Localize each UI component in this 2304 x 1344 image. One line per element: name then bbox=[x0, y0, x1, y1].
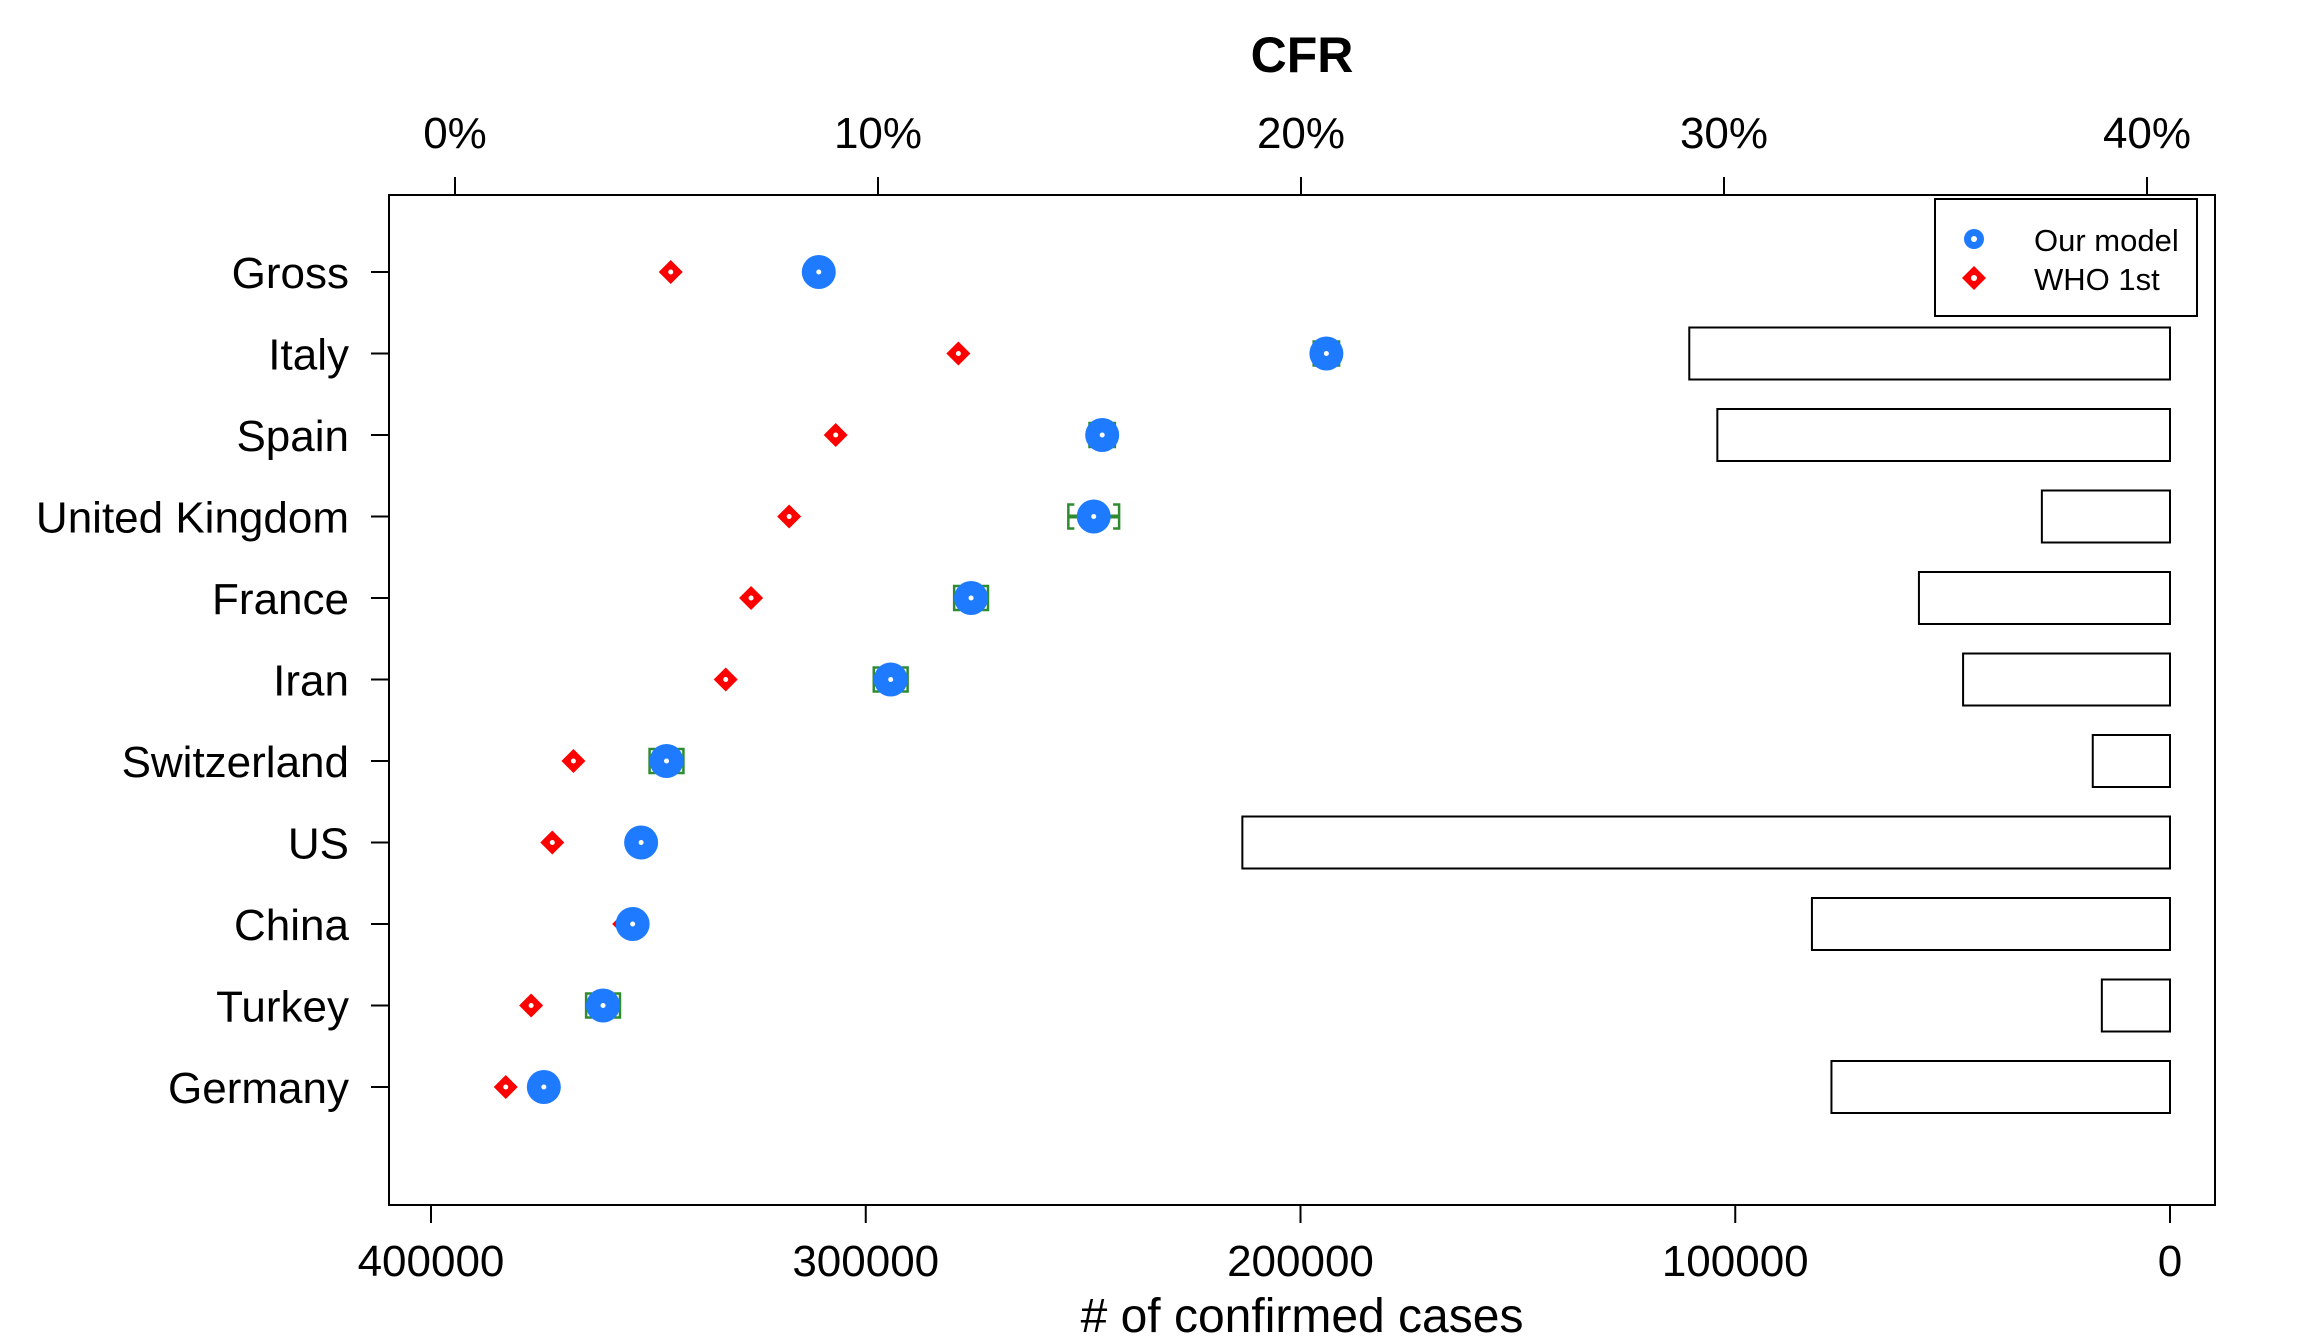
point-our-model-center-switzerland bbox=[664, 758, 669, 764]
bottom-tick-label-400000: 400000 bbox=[358, 1237, 505, 1286]
top-axis: 0% 10% 20% 30% 40% bbox=[423, 109, 2191, 195]
data-points bbox=[493, 255, 1344, 1104]
bar-france bbox=[1917, 571, 2172, 625]
category-label-china: China bbox=[234, 901, 349, 950]
category-label-gross: Gross bbox=[232, 249, 349, 298]
bar-us bbox=[1241, 815, 2171, 870]
top-tick-label-0: 0% bbox=[423, 109, 487, 158]
category-label-spain: Spain bbox=[236, 412, 349, 461]
legend-box bbox=[1934, 198, 2198, 317]
bar-spain bbox=[1716, 408, 2172, 462]
point-who-1st-center-united-kingdom bbox=[786, 514, 792, 519]
top-tick-label-40: 40% bbox=[2103, 109, 2191, 158]
y-axis: Gross Italy Spain United Kingdom France Iran S… bbox=[36, 249, 389, 1113]
point-who-1st-center-germany bbox=[503, 1084, 509, 1090]
top-tick-label-10: 10% bbox=[834, 109, 922, 158]
point-who-1st-center-italy bbox=[955, 351, 961, 356]
top-tick-label-20: 20% bbox=[1257, 109, 1345, 158]
top-tick-label-30: 30% bbox=[1680, 109, 1768, 158]
bar-china bbox=[1810, 897, 2171, 951]
point-who-1st-center-switzerland bbox=[570, 758, 576, 764]
category-label-italy: Italy bbox=[268, 331, 349, 380]
point-who-1st-center-spain bbox=[833, 432, 839, 438]
point-our-model-center-united-kingdom bbox=[1091, 514, 1097, 519]
x-axis-label: # of confirmed cases bbox=[1081, 1290, 1524, 1343]
point-our-model-center-china bbox=[630, 921, 636, 927]
point-our-model-center-gross bbox=[816, 269, 822, 275]
chart-title: CFR bbox=[1251, 27, 1354, 83]
category-label-turkey: Turkey bbox=[216, 983, 349, 1032]
point-our-model-center-us bbox=[638, 840, 644, 845]
bar-turkey bbox=[2100, 978, 2171, 1033]
bar-italy bbox=[1688, 326, 2171, 381]
category-label-us: US bbox=[288, 820, 349, 869]
legend: Our model WHO 1st bbox=[1934, 198, 2198, 317]
point-who-1st-center-france bbox=[748, 595, 754, 601]
bar-united-kingdom bbox=[2040, 489, 2172, 544]
legend-label-who-1st: WHO 1st bbox=[2034, 262, 2160, 297]
category-label-germany: Germany bbox=[168, 1064, 349, 1113]
point-our-model-center-france bbox=[968, 595, 974, 601]
confirmed-cases-bars bbox=[1241, 326, 2172, 1114]
legend-label-our-model: Our model bbox=[2034, 223, 2179, 258]
point-who-1st-center-us bbox=[549, 840, 555, 845]
bottom-tick-label-200000: 200000 bbox=[1227, 1237, 1374, 1286]
point-our-model-center-iran bbox=[888, 677, 894, 682]
bottom-axis: 400000 300000 200000 100000 0 bbox=[358, 1205, 2182, 1286]
bottom-tick-label-300000: 300000 bbox=[792, 1237, 939, 1286]
confidence-intervals bbox=[538, 258, 1341, 1101]
point-our-model-center-spain bbox=[1099, 432, 1105, 438]
category-label-switzerland: Switzerland bbox=[122, 738, 349, 787]
point-who-1st-center-gross bbox=[668, 269, 674, 275]
bar-iran bbox=[1962, 652, 2172, 707]
point-our-model-center-italy bbox=[1323, 351, 1329, 356]
bar-switzerland bbox=[2091, 734, 2172, 788]
point-who-1st-center-iran bbox=[723, 677, 729, 682]
category-label-united-kingdom: United Kingdom bbox=[36, 494, 349, 543]
bottom-tick-label-100000: 100000 bbox=[1662, 1237, 1809, 1286]
category-label-iran: Iran bbox=[273, 657, 349, 706]
legend-marker-our-model-dot bbox=[1971, 236, 1977, 242]
bar-germany bbox=[1830, 1060, 2172, 1114]
point-who-1st-center-turkey bbox=[528, 1003, 534, 1008]
category-label-france: France bbox=[212, 575, 349, 624]
legend-marker-who-1st-dot bbox=[1971, 275, 1977, 281]
point-our-model-center-germany bbox=[541, 1084, 547, 1090]
point-our-model-center-turkey bbox=[600, 1003, 606, 1008]
bottom-tick-label-0: 0 bbox=[2158, 1237, 2182, 1286]
